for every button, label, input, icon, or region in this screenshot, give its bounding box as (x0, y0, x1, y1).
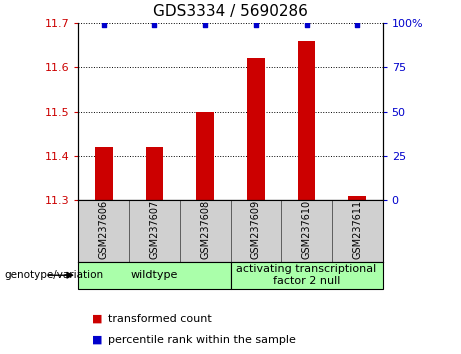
Text: activating transcriptional
factor 2 null: activating transcriptional factor 2 null (236, 264, 377, 286)
Bar (247, 58, 265, 200)
Bar (146, 147, 163, 200)
Bar (230, 262, 383, 289)
Text: GSM237608: GSM237608 (200, 200, 210, 259)
Point (354, 22, 361, 28)
Bar (180, 200, 230, 262)
Point (151, 22, 158, 28)
Bar (281, 200, 332, 262)
Bar (332, 200, 383, 262)
Text: GSM237606: GSM237606 (99, 200, 109, 259)
Point (252, 22, 260, 28)
Point (100, 22, 107, 28)
Text: transformed count: transformed count (108, 314, 212, 324)
Text: GSM237607: GSM237607 (149, 200, 160, 259)
Bar (95, 147, 112, 200)
Bar (230, 200, 281, 262)
Text: GSM237610: GSM237610 (301, 200, 312, 259)
Point (201, 22, 209, 28)
Text: genotype/variation: genotype/variation (5, 270, 104, 280)
Text: wildtype: wildtype (131, 270, 178, 280)
Bar (78, 200, 129, 262)
Point (303, 22, 310, 28)
Bar (78, 262, 230, 289)
Bar (298, 41, 315, 200)
Bar (349, 196, 366, 200)
Text: GSM237611: GSM237611 (352, 200, 362, 259)
Text: ■: ■ (92, 335, 103, 345)
Text: percentile rank within the sample: percentile rank within the sample (108, 335, 296, 345)
Bar (196, 112, 214, 200)
Title: GDS3334 / 5690286: GDS3334 / 5690286 (153, 4, 308, 19)
Bar (129, 200, 180, 262)
Text: GSM237609: GSM237609 (251, 200, 261, 259)
Text: ■: ■ (92, 314, 103, 324)
